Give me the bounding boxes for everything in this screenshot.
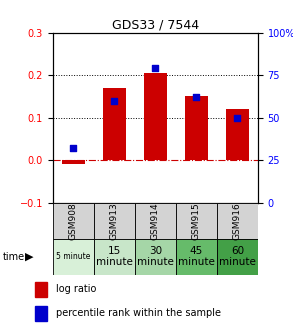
Bar [62,160,85,164]
Bar [217,203,258,239]
Bar [135,203,176,239]
Text: 45
minute: 45 minute [178,246,215,267]
Point [194,95,199,100]
Bar [176,203,217,239]
Bar [53,239,94,275]
Text: 30
minute: 30 minute [137,246,174,267]
Bar [53,203,94,239]
Bar [94,239,135,275]
Text: 5 minute: 5 minute [56,252,91,261]
Text: percentile rank within the sample: percentile rank within the sample [56,308,221,318]
Point [235,115,240,120]
Point [153,66,158,71]
Bar [144,73,166,160]
Bar [226,109,249,160]
Text: 60
minute: 60 minute [219,246,256,267]
Bar [217,239,258,275]
Bar [185,96,208,160]
Bar [103,88,126,160]
Text: 15
minute: 15 minute [96,246,133,267]
Text: GSM913: GSM913 [110,202,119,240]
Text: time: time [3,252,25,262]
Text: ▶: ▶ [25,252,34,262]
Text: log ratio: log ratio [56,284,96,294]
Point [71,146,76,151]
Text: GSM915: GSM915 [192,202,201,240]
Text: GSM916: GSM916 [233,202,242,240]
Bar [94,203,135,239]
Bar [176,239,217,275]
Text: GSM914: GSM914 [151,202,160,240]
Title: GDS33 / 7544: GDS33 / 7544 [112,19,199,31]
Text: GSM908: GSM908 [69,202,78,240]
Bar [135,239,176,275]
Point [112,98,117,103]
Bar [35,282,47,297]
Bar [35,306,47,321]
